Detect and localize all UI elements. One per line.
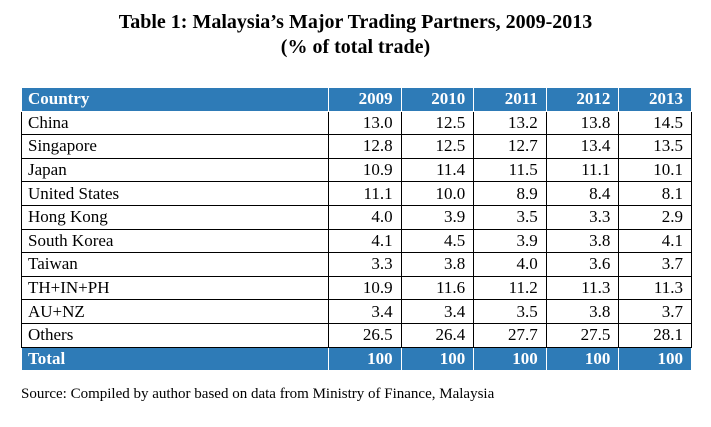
value-cell: 10.9 [328, 157, 402, 183]
value-cell: 4.0 [328, 204, 402, 230]
table-row: Taiwan 3.3 3.8 4.0 3.6 3.7 [21, 252, 692, 277]
table-subtitle: (% of total trade) [280, 36, 431, 58]
value-cell: 3.8 [545, 228, 620, 254]
table-row: Others 26.5 26.4 27.7 27.5 28.1 [21, 322, 692, 348]
value-cell: 11.4 [400, 157, 475, 183]
table-row: Japan 10.9 11.4 11.5 11.1 10.1 [21, 157, 692, 183]
value-cell: 11.1 [328, 181, 402, 206]
value-cell: 3.4 [328, 299, 402, 324]
total-value-2009: 100 [328, 346, 402, 372]
value-cell: 14.5 [618, 110, 692, 136]
value-cell: 2.9 [618, 204, 692, 230]
value-cell: 10.9 [328, 275, 402, 301]
value-cell: 8.9 [473, 181, 547, 206]
value-cell: 3.3 [545, 204, 620, 230]
value-cell: 13.2 [473, 110, 547, 136]
country-cell: United States [21, 181, 329, 206]
value-cell: 13.5 [618, 134, 692, 159]
value-cell: 3.9 [473, 228, 547, 254]
country-cell: Japan [21, 157, 329, 183]
column-header-2013: 2013 [618, 87, 692, 112]
value-cell: 13.0 [328, 110, 402, 136]
value-cell: 27.7 [473, 322, 547, 348]
value-cell: 4.1 [618, 228, 692, 254]
country-cell: Others [21, 322, 329, 348]
country-cell: Singapore [21, 134, 329, 159]
value-cell: 3.8 [400, 252, 475, 277]
total-row: Total 100 100 100 100 100 [21, 346, 692, 372]
country-cell: Hong Kong [21, 204, 329, 230]
value-cell: 13.4 [545, 134, 620, 159]
value-cell: 26.5 [328, 322, 402, 348]
value-cell: 10.1 [618, 157, 692, 183]
value-cell: 28.1 [618, 322, 692, 348]
table-title: Table 1: Malaysia’s Major Trading Partne… [118, 11, 593, 33]
total-label: Total [21, 346, 329, 372]
value-cell: 8.4 [545, 181, 620, 206]
source-note: Source: Compiled by author based on data… [21, 386, 495, 402]
table-body: China 13.0 12.5 13.2 13.8 14.5 Singapore 12.8 12… [21, 110, 692, 348]
table-row: China 13.0 12.5 13.2 13.8 14.5 [21, 110, 692, 136]
value-cell: 26.4 [400, 322, 475, 348]
total-value-2011: 100 [473, 346, 547, 372]
table-row: AU+NZ 3.4 3.4 3.5 3.8 3.7 [21, 299, 692, 324]
value-cell: 12.8 [328, 134, 402, 159]
trading-partners-table: Country 2009 2010 2011 2012 2013 China 13… [21, 87, 692, 372]
column-header-2010: 2010 [400, 87, 475, 112]
value-cell: 27.5 [545, 322, 620, 348]
value-cell: 4.0 [473, 252, 547, 277]
total-value-2013: 100 [618, 346, 692, 372]
column-header-2011: 2011 [473, 87, 547, 112]
table-row: Hong Kong 4.0 3.9 3.5 3.3 2.9 [21, 204, 692, 230]
value-cell: 8.1 [618, 181, 692, 206]
total-value-2010: 100 [400, 346, 475, 372]
country-cell: AU+NZ [21, 299, 329, 324]
table-row: South Korea 4.1 4.5 3.9 3.8 4.1 [21, 228, 692, 254]
table-row: TH+IN+PH 10.9 11.6 11.2 11.3 11.3 [21, 275, 692, 301]
column-header-2012: 2012 [545, 87, 620, 112]
column-header-2009: 2009 [328, 87, 402, 112]
value-cell: 12.5 [400, 134, 475, 159]
value-cell: 12.5 [400, 110, 475, 136]
header-row: Country 2009 2010 2011 2012 2013 [21, 87, 692, 112]
value-cell: 3.4 [400, 299, 475, 324]
value-cell: 3.7 [618, 252, 692, 277]
value-cell: 4.1 [328, 228, 402, 254]
value-cell: 11.2 [473, 275, 547, 301]
value-cell: 13.8 [545, 110, 620, 136]
table-row: Singapore 12.8 12.5 12.7 13.4 13.5 [21, 134, 692, 159]
value-cell: 3.6 [545, 252, 620, 277]
country-cell: South Korea [21, 228, 329, 254]
value-cell: 12.7 [473, 134, 547, 159]
value-cell: 10.0 [400, 181, 475, 206]
column-header-country: Country [21, 87, 329, 112]
value-cell: 4.5 [400, 228, 475, 254]
value-cell: 3.7 [618, 299, 692, 324]
value-cell: 3.5 [473, 204, 547, 230]
total-value-2012: 100 [545, 346, 620, 372]
value-cell: 11.5 [473, 157, 547, 183]
value-cell: 11.3 [545, 275, 620, 301]
country-cell: TH+IN+PH [21, 275, 329, 301]
table-row: United States 11.1 10.0 8.9 8.4 8.1 [21, 181, 692, 206]
value-cell: 3.5 [473, 299, 547, 324]
value-cell: 11.3 [618, 275, 692, 301]
country-cell: Taiwan [21, 252, 329, 277]
value-cell: 3.3 [328, 252, 402, 277]
value-cell: 3.9 [400, 204, 475, 230]
country-cell: China [21, 110, 329, 136]
value-cell: 3.8 [545, 299, 620, 324]
value-cell: 11.6 [400, 275, 475, 301]
value-cell: 11.1 [545, 157, 620, 183]
